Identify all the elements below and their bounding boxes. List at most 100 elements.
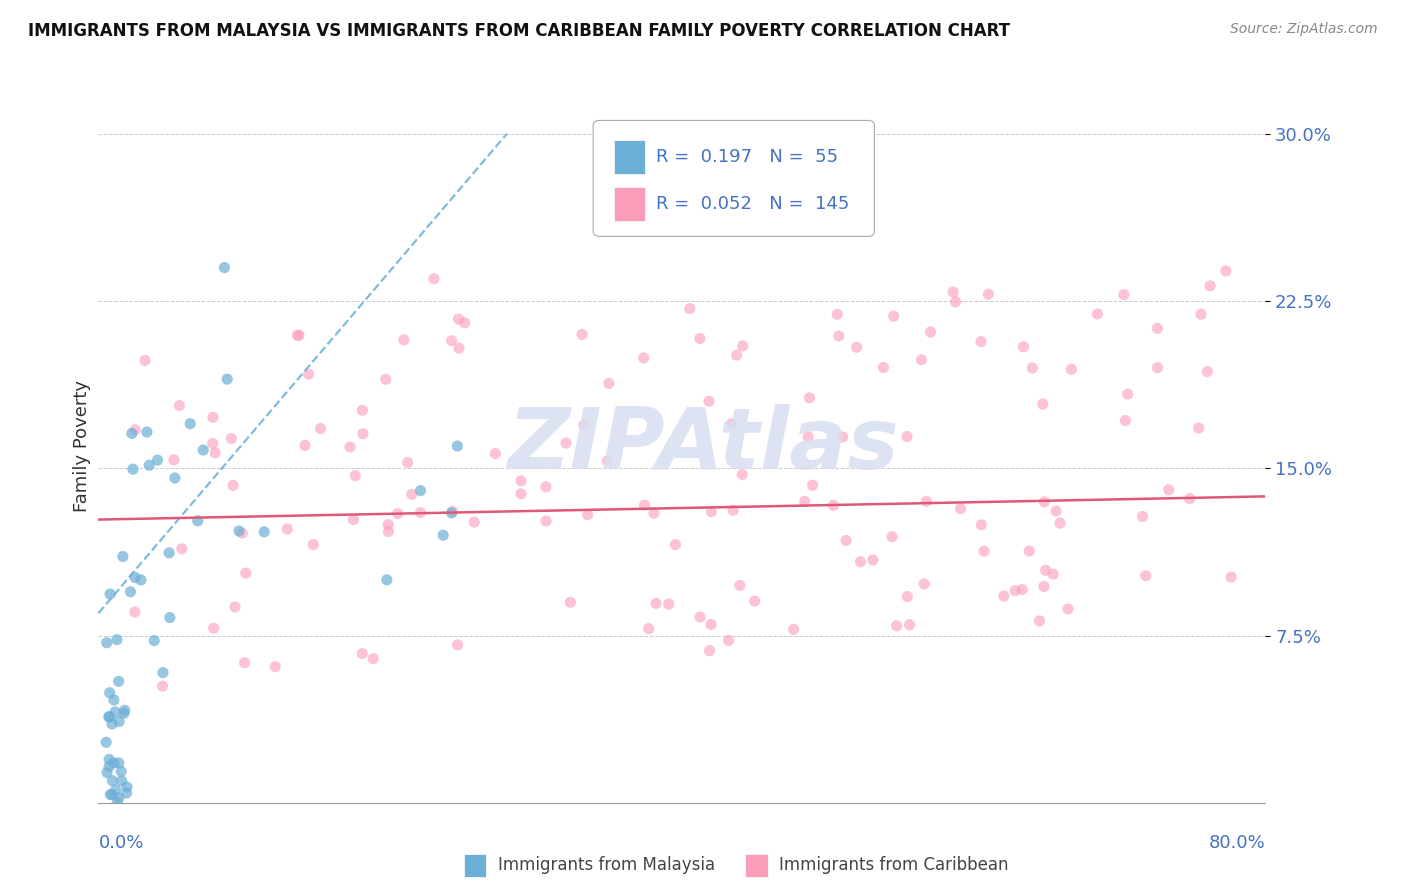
Point	[849, 555, 872, 569]
Point	[1199, 279, 1222, 293]
Point	[576, 508, 599, 522]
Point	[896, 590, 918, 604]
Point	[115, 780, 138, 794]
Point	[912, 576, 935, 591]
Point	[1215, 264, 1237, 278]
Point	[217, 372, 239, 386]
Point	[152, 679, 174, 693]
Point	[120, 584, 142, 599]
Point	[596, 454, 619, 468]
Point	[1197, 365, 1219, 379]
Point	[110, 764, 132, 779]
Point	[1146, 321, 1168, 335]
Point	[560, 595, 582, 609]
Point	[201, 410, 224, 425]
Point	[1004, 583, 1026, 598]
Point	[101, 773, 124, 788]
Point	[1012, 340, 1035, 354]
Point	[377, 524, 399, 539]
Point	[1049, 516, 1071, 530]
Point	[1135, 568, 1157, 582]
Point	[129, 573, 152, 587]
Point	[633, 498, 655, 512]
Point	[101, 788, 124, 802]
Point	[898, 617, 921, 632]
Point	[1220, 570, 1243, 584]
Point	[392, 333, 415, 347]
Y-axis label: Family Poverty: Family Poverty	[73, 380, 91, 512]
Point	[157, 546, 180, 560]
Point	[103, 756, 125, 770]
Point	[915, 494, 938, 508]
Point	[297, 367, 319, 381]
Point	[945, 294, 967, 309]
Point	[114, 703, 136, 717]
Point	[377, 517, 399, 532]
Point	[1112, 287, 1135, 301]
Point	[1087, 307, 1109, 321]
Point	[121, 426, 143, 441]
Point	[1146, 360, 1168, 375]
Point	[643, 506, 665, 520]
Point	[103, 693, 125, 707]
Point	[98, 709, 121, 723]
Point	[835, 533, 858, 548]
Point	[700, 505, 723, 519]
Point	[98, 788, 121, 802]
Point	[446, 638, 468, 652]
Point	[689, 610, 711, 624]
Point	[98, 587, 121, 601]
Text: R =  0.197   N =  55: R = 0.197 N = 55	[657, 148, 838, 166]
Point	[973, 544, 995, 558]
Point	[872, 360, 894, 375]
Point	[440, 334, 463, 348]
Point	[352, 647, 374, 661]
Text: Immigrants from Malaysia: Immigrants from Malaysia	[498, 856, 714, 874]
Point	[122, 462, 145, 476]
Point	[510, 474, 533, 488]
Point	[1018, 544, 1040, 558]
Point	[309, 421, 332, 435]
Point	[253, 524, 276, 539]
Point	[799, 391, 821, 405]
Point	[124, 570, 146, 584]
Point	[1114, 413, 1136, 427]
Point	[104, 705, 127, 719]
Point	[214, 260, 236, 275]
Point	[231, 526, 253, 541]
Point	[1033, 495, 1056, 509]
Point	[920, 325, 942, 339]
Point	[993, 589, 1015, 603]
Point	[699, 643, 721, 657]
Point	[193, 443, 215, 458]
Point	[1011, 582, 1033, 597]
Point	[823, 498, 845, 512]
Point	[886, 619, 908, 633]
Point	[179, 417, 201, 431]
Text: 80.0%: 80.0%	[1209, 834, 1265, 852]
Point	[202, 621, 225, 635]
Point	[700, 617, 723, 632]
Point	[484, 446, 506, 460]
Point	[1189, 307, 1212, 321]
Point	[728, 578, 751, 592]
Point	[598, 376, 620, 391]
Point	[96, 735, 118, 749]
Point	[633, 351, 655, 365]
Point	[689, 331, 711, 345]
Point	[302, 537, 325, 551]
Point	[793, 494, 815, 508]
Point	[111, 774, 134, 789]
Point	[510, 487, 533, 501]
Point	[1035, 563, 1057, 577]
Point	[883, 309, 905, 323]
Point	[721, 503, 744, 517]
Point	[285, 328, 308, 343]
Point	[401, 487, 423, 501]
Point	[534, 514, 557, 528]
Point	[720, 417, 742, 431]
Point	[352, 403, 374, 417]
Point	[124, 423, 146, 437]
Text: 0.0%: 0.0%	[98, 834, 143, 852]
Point	[170, 541, 193, 556]
